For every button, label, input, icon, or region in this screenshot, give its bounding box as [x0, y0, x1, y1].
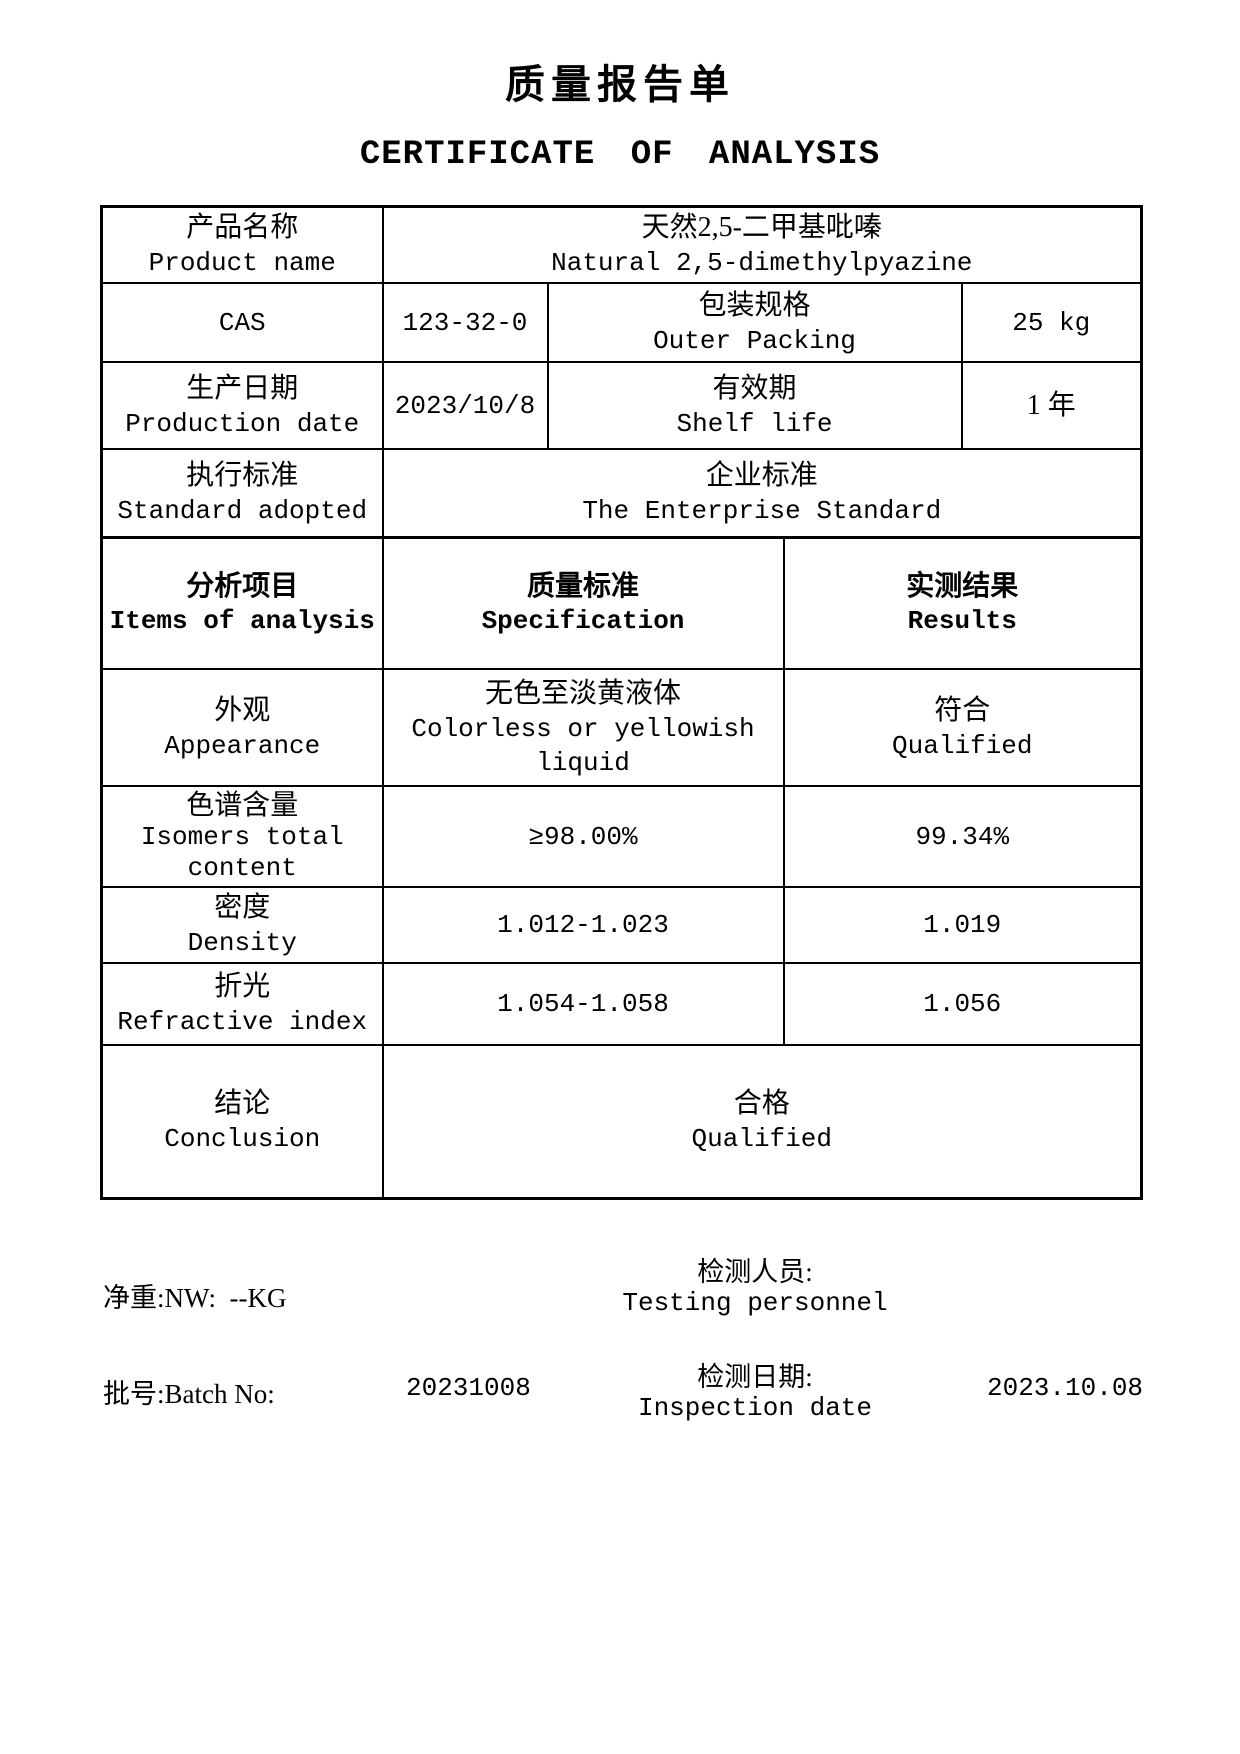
analysis-header-results-zh: 实测结果 — [906, 570, 1019, 602]
analysis-header-spec-en: Specification — [481, 606, 685, 637]
isomers-item-en: Isomers total content — [140, 822, 344, 883]
production-date-value-text: 2023/10/8 — [394, 390, 536, 421]
isomers-spec: ≥98.00% — [381, 785, 785, 888]
product-name-value: 天然2,5-二甲基吡嗪 Natural 2,5-dimethylpyazine — [381, 205, 1143, 284]
analysis-header-results-en: Results — [907, 606, 1017, 637]
isomers-result: 99.34% — [782, 785, 1143, 888]
density-spec-text: 1.012-1.023 — [497, 910, 669, 940]
page-title-english: CERTIFICATE OF ANALYSIS — [359, 136, 881, 174]
production-date-label: 生产日期 Production date — [100, 361, 384, 450]
inspection-date-label-en: Inspection date — [637, 1393, 873, 1423]
shelf-life-label: 有效期 Shelf life — [546, 361, 963, 450]
conclusion-value-zh: 合格 — [733, 1088, 790, 1120]
production-date-label-zh: 生产日期 — [186, 372, 299, 404]
appearance-result-en: Qualified — [892, 730, 1033, 761]
page-title-chinese: 质量报告单 — [505, 63, 735, 107]
row-appearance: 外观 Appearance 无色至淡黄液体 Colorless or yello… — [100, 668, 1143, 787]
refractive-result-text: 1.056 — [923, 989, 1002, 1019]
appearance-result: 符合 Qualified — [782, 668, 1143, 787]
row-standard: 执行标准 Standard adopted 企业标准 The Enterpris… — [100, 448, 1143, 538]
isomers-item-zh: 色谱含量 — [186, 790, 299, 821]
packing-value-text: 25 kg — [1012, 307, 1091, 338]
refractive-spec-text: 1.054-1.058 — [497, 989, 669, 1019]
row-analysis-header: 分析项目 Items of analysis 质量标准 Specificatio… — [100, 535, 1143, 670]
product-name-label-en: Product name — [148, 248, 336, 278]
row-dates: 生产日期 Production date 2023/10/8 有效期 Shelf… — [100, 361, 1143, 450]
product-name-value-en: Natural 2,5-dimethylpyazine — [551, 248, 973, 278]
analysis-header-items-en: Items of analysis — [109, 606, 375, 637]
testing-personnel-label-zh: 检测人员: — [697, 1257, 813, 1287]
batch-no-label: 批号:Batch No: — [103, 1379, 275, 1409]
conclusion-value-en: Qualified — [691, 1124, 832, 1155]
conclusion-label: 结论 Conclusion — [100, 1044, 384, 1199]
row-product-name: 产品名称 Product name 天然2,5-二甲基吡嗪 Natural 2,… — [100, 205, 1143, 284]
conclusion-label-zh: 结论 — [214, 1088, 271, 1120]
row-density: 密度 Density 1.012-1.023 1.019 — [100, 886, 1143, 964]
certificate-table: 产品名称 Product name 天然2,5-二甲基吡嗪 Natural 2,… — [100, 205, 1144, 1200]
product-name-label: 产品名称 Product name — [100, 205, 384, 284]
packing-label-zh: 包装规格 — [698, 289, 811, 321]
analysis-header-results: 实测结果 Results — [782, 535, 1143, 670]
packing-label: 包装规格 Outer Packing — [546, 282, 963, 363]
refractive-spec: 1.054-1.058 — [381, 962, 785, 1046]
appearance-result-zh: 符合 — [934, 694, 991, 726]
appearance-spec: 无色至淡黄液体 Colorless or yellowish liquid — [381, 668, 785, 787]
standard-label: 执行标准 Standard adopted — [100, 448, 384, 538]
appearance-item-en: Appearance — [164, 730, 321, 761]
density-result-text: 1.019 — [923, 910, 1002, 940]
isomers-spec-text: ≥98.00% — [528, 821, 638, 852]
net-weight-text: 净重:NW: --KG — [103, 1283, 287, 1313]
isomers-item: 色谱含量 Isomers total content — [100, 785, 384, 888]
product-name-value-zh: 天然2,5-二甲基吡嗪 — [641, 212, 882, 243]
cas-label-text: CAS — [218, 307, 266, 338]
analysis-header-items-zh: 分析项目 — [186, 570, 299, 602]
density-item-zh: 密度 — [214, 892, 271, 923]
conclusion-label-en: Conclusion — [164, 1124, 321, 1155]
cas-value: 123-32-0 — [381, 282, 549, 363]
shelf-life-label-en: Shelf life — [676, 408, 833, 439]
appearance-item: 外观 Appearance — [100, 668, 384, 787]
row-refractive-index: 折光 Refractive index 1.054-1.058 1.056 — [100, 962, 1143, 1046]
shelf-life-value: 1 年 — [960, 361, 1143, 450]
refractive-result: 1.056 — [782, 962, 1143, 1046]
standard-value: 企业标准 The Enterprise Standard — [381, 448, 1143, 538]
packing-value: 25 kg — [960, 282, 1143, 363]
row-isomers-content: 色谱含量 Isomers total content ≥98.00% 99.34… — [100, 785, 1143, 888]
batch-no-value: 20231008 — [406, 1373, 531, 1403]
production-date-value: 2023/10/8 — [381, 361, 549, 450]
density-result: 1.019 — [782, 886, 1143, 964]
production-date-label-en: Production date — [125, 408, 360, 439]
inspection-date-value: 2023.10.08 — [987, 1373, 1144, 1403]
density-item-en: Density — [187, 928, 297, 958]
standard-value-zh: 企业标准 — [705, 459, 818, 491]
density-item: 密度 Density — [100, 886, 384, 964]
packing-label-en: Outer Packing — [653, 325, 856, 356]
cas-value-text: 123-32-0 — [402, 307, 528, 338]
isomers-result-text: 99.34% — [915, 821, 1010, 852]
shelf-life-label-zh: 有效期 — [712, 372, 797, 404]
cas-label: CAS — [100, 282, 384, 363]
row-cas-packing: CAS 123-32-0 包装规格 Outer Packing 25 kg — [100, 282, 1143, 363]
standard-value-en: The Enterprise Standard — [582, 495, 942, 526]
product-name-label-zh: 产品名称 — [186, 212, 299, 243]
standard-label-en: Standard adopted — [117, 495, 368, 526]
analysis-header-spec: 质量标准 Specification — [381, 535, 785, 670]
conclusion-value: 合格 Qualified — [381, 1044, 1143, 1199]
row-conclusion: 结论 Conclusion 合格 Qualified — [100, 1044, 1143, 1199]
appearance-spec-en: Colorless or yellowish liquid — [411, 713, 755, 778]
inspection-date-label-zh: 检测日期: — [697, 1362, 813, 1392]
standard-label-zh: 执行标准 — [186, 459, 299, 491]
analysis-header-items: 分析项目 Items of analysis — [100, 535, 384, 670]
shelf-life-value-text: 1 年 — [1026, 389, 1076, 421]
appearance-spec-zh: 无色至淡黄液体 — [484, 677, 681, 709]
testing-personnel-label-en: Testing personnel — [622, 1288, 888, 1318]
refractive-item-zh: 折光 — [214, 971, 271, 1002]
refractive-item: 折光 Refractive index — [100, 962, 384, 1046]
refractive-item-en: Refractive index — [117, 1007, 368, 1037]
analysis-header-spec-zh: 质量标准 — [526, 570, 639, 602]
appearance-item-zh: 外观 — [214, 694, 271, 726]
density-spec: 1.012-1.023 — [381, 886, 785, 964]
